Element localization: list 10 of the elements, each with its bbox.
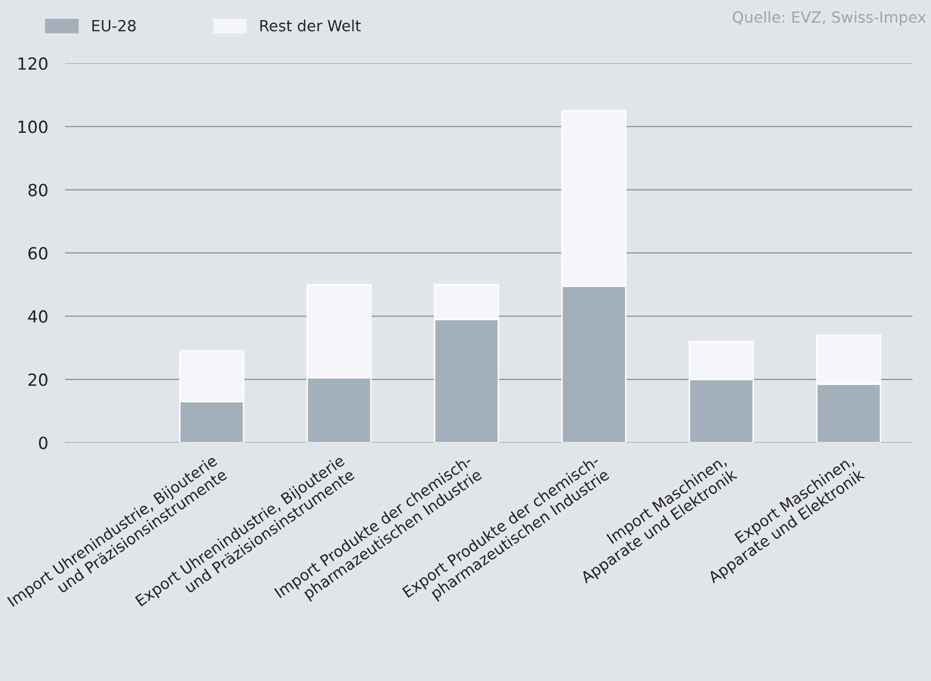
source-note: Quelle: EVZ, Swiss-Impex — [732, 10, 926, 26]
legend-label: EU-28 — [92, 20, 136, 32]
y-tick-label: 0 — [39, 436, 48, 450]
y-tick-label: 100 — [18, 120, 48, 134]
y-tick-label: 60 — [28, 246, 48, 260]
y-tick-label: 20 — [28, 373, 48, 386]
y-tick-label: 80 — [28, 184, 48, 196]
y-tick-label: 40 — [28, 310, 48, 323]
y-tick-label: 120 — [18, 57, 48, 70]
legend-label: Rest der Welt — [260, 20, 361, 32]
